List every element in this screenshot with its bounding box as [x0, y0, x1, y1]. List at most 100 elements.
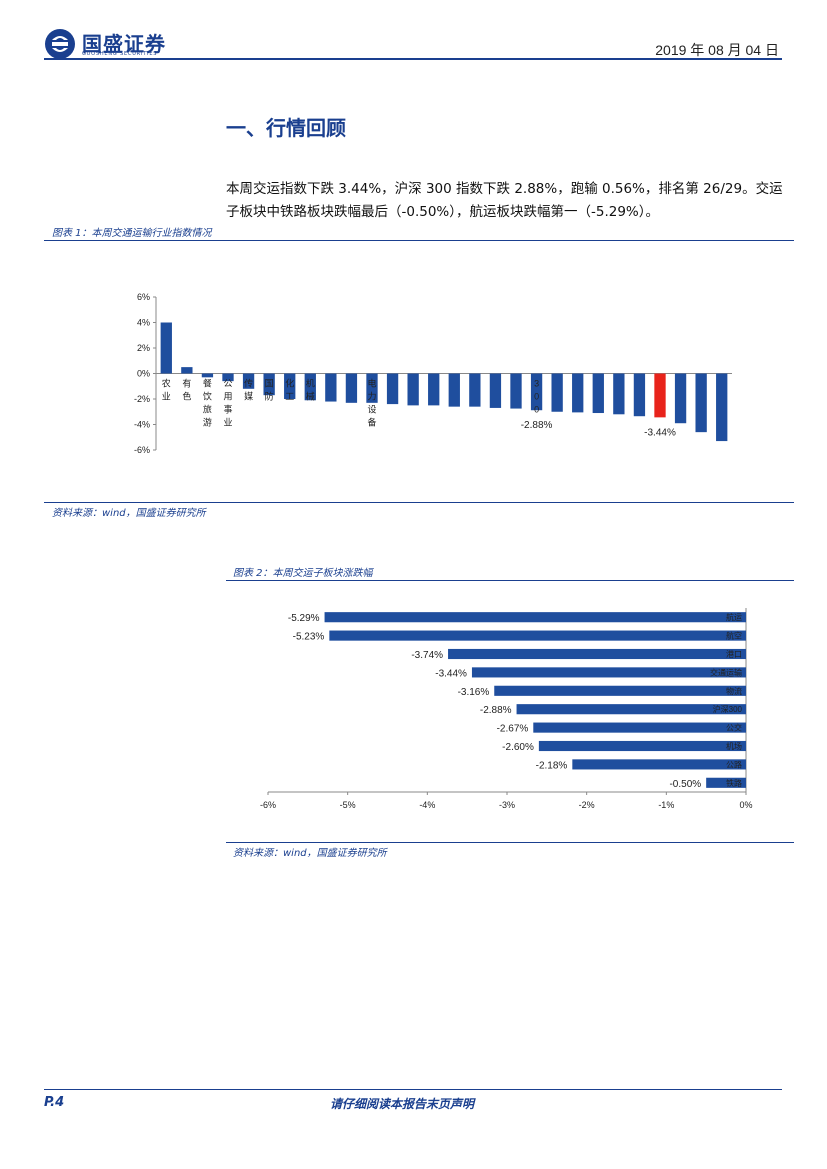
- header-divider: [44, 58, 782, 60]
- chart2-category-label: 机场: [726, 741, 742, 751]
- chart2-data-label: -2.18%: [536, 760, 568, 771]
- company-logo-text: 国盛证券: [82, 32, 166, 56]
- section-title: 一、行情回顾: [226, 116, 346, 140]
- report-date: 2019 年 08 月 04 日: [655, 42, 779, 58]
- chart2-bar: [516, 704, 746, 715]
- chart2-category-label: 港口: [726, 649, 742, 659]
- chart1-category-label: 传: [244, 378, 253, 389]
- figure1-caption: 图表 1：本周交通运输行业指数情况: [52, 228, 212, 239]
- chart2-x-tick-label: 0%: [739, 800, 752, 810]
- chart2-category-label: 铁路: [726, 778, 742, 788]
- footer-divider: [44, 1089, 782, 1090]
- chart1-y-tick-label: -4%: [134, 420, 150, 430]
- chart1-category-label: 农: [162, 378, 171, 389]
- chart1-bar: [674, 373, 687, 424]
- chart2-bar: [706, 777, 746, 788]
- chart1-bar: [530, 373, 543, 411]
- chart1-bar: [407, 373, 419, 406]
- chart1-bar: [222, 373, 234, 382]
- chart1-category-label: 业: [162, 392, 171, 402]
- chart1-category-label: 0: [534, 405, 539, 415]
- section-paragraph: 本周交运指数下跌 3.44%，沪深 300 指数下跌 2.88%，跑输 0.56…: [226, 181, 783, 220]
- chart2-bar: [324, 612, 746, 623]
- chart2-bar: [329, 630, 746, 641]
- figure2-bottom-rule: [226, 842, 794, 843]
- chart1-bar: [695, 373, 707, 433]
- footer-disclaimer: 请仔细阅读本报告末页声明: [330, 1097, 475, 1111]
- chart2-x-tick-label: -2%: [579, 800, 595, 810]
- chart1-category-label: 电: [367, 378, 376, 389]
- chart1-category-label: 工: [285, 392, 294, 402]
- chart1-bar: [325, 373, 337, 402]
- chart1-y-tick-label: 4%: [137, 318, 150, 328]
- chart1-y-tick-label: 6%: [137, 292, 150, 302]
- chart1-bar: [263, 373, 275, 396]
- chart1-bar: [201, 373, 214, 378]
- figure1-bottom-rule: [44, 502, 794, 503]
- chart2-category-label: 物流: [726, 686, 742, 696]
- chart1-category-label: 防: [265, 391, 274, 402]
- chart1-category-label: 设: [367, 405, 376, 415]
- chart1-data-label: -3.44%: [644, 427, 676, 438]
- chart1-y-tick-label: -2%: [134, 394, 150, 404]
- chart1-bar: [366, 373, 378, 403]
- chart1-category-label: 械: [306, 391, 315, 402]
- chart2-data-label: -3.16%: [458, 687, 490, 698]
- chart1-bar: [242, 373, 255, 389]
- chart2-x-tick-label: -4%: [419, 800, 435, 810]
- chart2-bar: [448, 648, 746, 660]
- chart1-category-label: 机: [306, 378, 315, 389]
- chart2-data-label: -5.23%: [293, 632, 325, 643]
- figure1-source: 资料来源：wind，国盛证券研究所: [52, 508, 206, 519]
- page-number: P.4: [44, 1095, 65, 1110]
- chart1-bar: [613, 373, 625, 415]
- chart1-bar: [345, 373, 358, 403]
- chart1-category-label: 业: [223, 418, 232, 428]
- chart1-bar: [572, 373, 584, 413]
- chart1-y-tick-label: -6%: [134, 445, 150, 455]
- chart2-category-label: 沪深300: [713, 704, 743, 714]
- chart1-category-label: 旅: [203, 404, 212, 415]
- chart2-bar: [538, 740, 746, 752]
- chart1-bar: [386, 373, 399, 405]
- chart1-category-label: 用: [223, 392, 232, 402]
- chart1-category-label: 3: [534, 379, 539, 389]
- chart2-data-label: -2.67%: [497, 724, 529, 735]
- chart1-bar: [284, 373, 296, 399]
- chart1-bar: [181, 367, 193, 374]
- chart1-bar: [160, 322, 172, 374]
- chart2-x-tick-label: -5%: [340, 800, 356, 810]
- chart2-bar: [471, 667, 746, 678]
- figure1-chart: 6%4%2%0%-2%-4%-6%农业有色餐饮旅游公用事业传媒国防化工机械电力设…: [134, 292, 732, 455]
- chart2-bar: [572, 759, 746, 770]
- chart2-data-label: -2.60%: [502, 742, 534, 753]
- chart1-bar: [633, 373, 646, 417]
- chart1-data-label: -2.88%: [521, 420, 553, 431]
- chart2-data-label: -3.74%: [411, 650, 443, 661]
- chart1-category-label: 有: [182, 378, 191, 389]
- figure2-top-rule: [226, 580, 794, 581]
- chart1-bar: [716, 373, 728, 442]
- chart2-bar: [494, 685, 746, 696]
- chart2-x-tick-label: -1%: [658, 800, 674, 810]
- chart2-category-label: 公交: [726, 723, 742, 733]
- chart1-bar: [551, 373, 563, 412]
- chart1-y-tick-label: 0%: [137, 369, 150, 379]
- chart1-bar: [654, 373, 666, 418]
- chart1-category-label: 饮: [203, 391, 212, 402]
- chart2-category-label: 交通运输: [710, 667, 742, 677]
- chart2-x-tick-label: -6%: [260, 800, 276, 810]
- chart1-bar: [489, 373, 502, 408]
- chart2-category-label: 公路: [726, 759, 742, 769]
- chart1-bar: [510, 373, 522, 409]
- figure2-source: 资料来源：wind，国盛证券研究所: [233, 848, 387, 859]
- chart1-bar: [304, 373, 316, 401]
- figure1-top-rule: [44, 240, 794, 241]
- chart2-data-label: -0.50%: [669, 779, 701, 790]
- chart1-category-label: 备: [367, 417, 376, 428]
- chart1-category-label: 0: [534, 392, 539, 402]
- company-logo-icon: [44, 28, 76, 60]
- chart2-data-label: -2.88%: [480, 705, 512, 716]
- chart1-category-label: 事: [223, 404, 232, 415]
- chart1-category-label: 游: [203, 417, 212, 428]
